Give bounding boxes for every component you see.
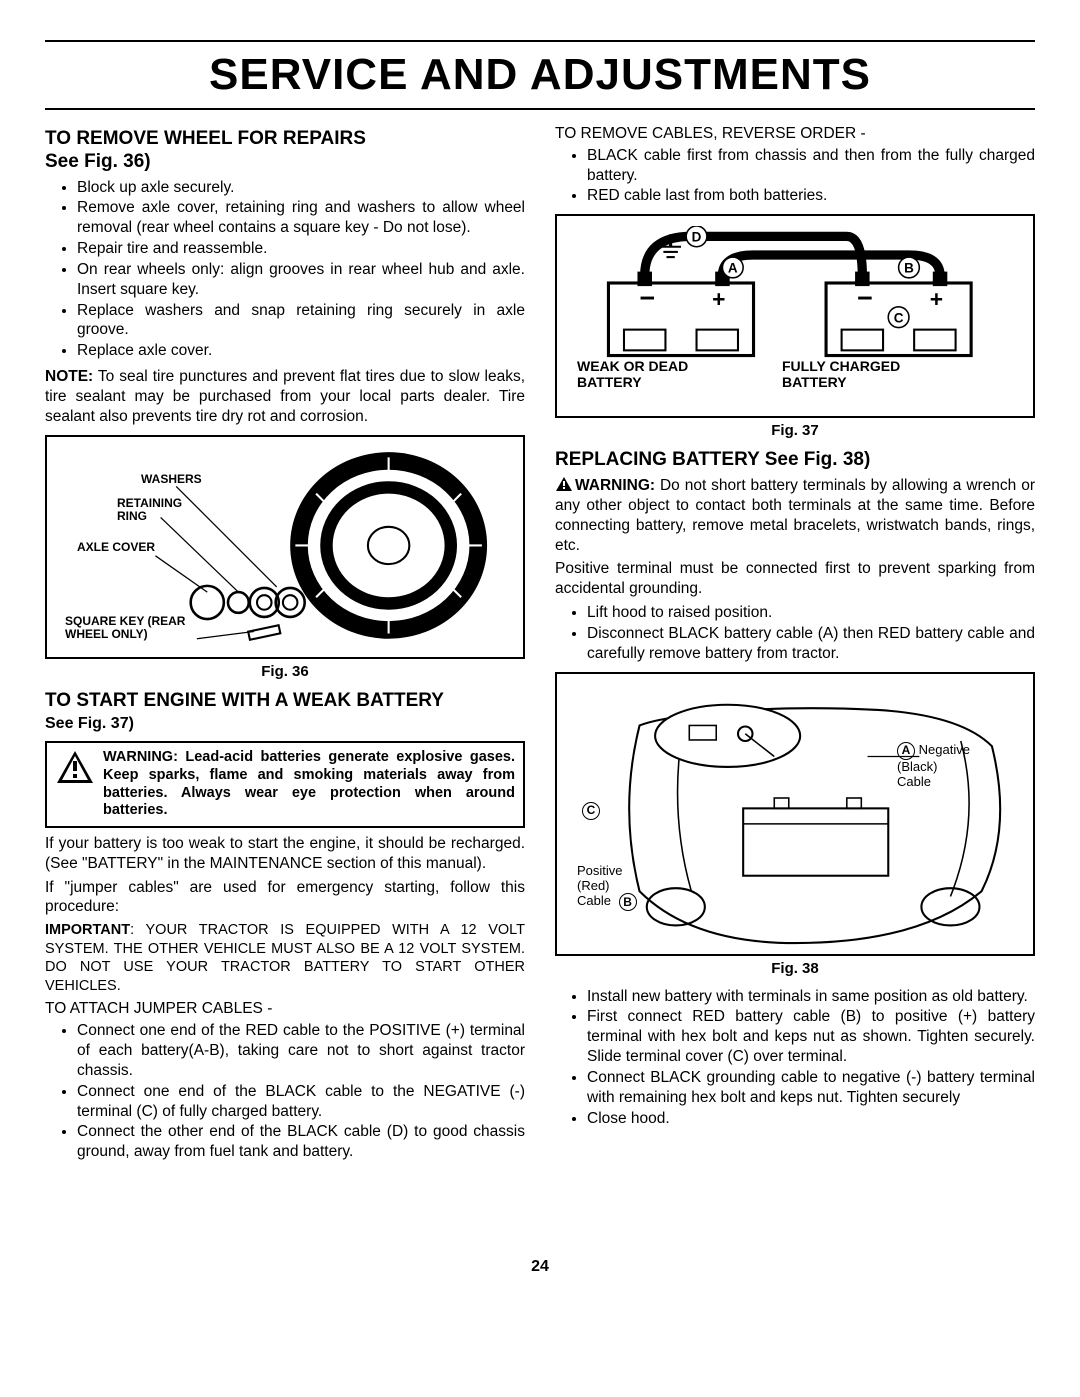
svg-text:+: + xyxy=(712,286,725,312)
fig38-pos-text: Positive (Red) Cable xyxy=(577,863,623,909)
page-number: 24 xyxy=(45,1258,1035,1276)
columns: TO REMOVE WHEEL FOR REPAIRS See Fig. 36)… xyxy=(45,124,1035,1168)
install-steps-list: Install new battery with terminals in sa… xyxy=(555,987,1035,1129)
remove-wheel-list: Block up axle securely. Remove axle cove… xyxy=(45,178,525,361)
list-item: First connect RED battery cable (B) to p… xyxy=(587,1007,1035,1066)
list-item: Lift hood to raised position. xyxy=(587,603,1035,623)
svg-text:C: C xyxy=(894,311,904,326)
remove-cables-heading: TO REMOVE CABLES, REVERSE ORDER - xyxy=(555,124,1035,144)
paragraph: If your battery is too weak to start the… xyxy=(45,834,525,874)
rule-bottom xyxy=(45,108,1035,110)
heading-remove-wheel: TO REMOVE WHEEL FOR REPAIRS See Fig. 36) xyxy=(45,128,525,174)
list-item: Connect BLACK grounding cable to negativ… xyxy=(587,1068,1035,1108)
page-title: SERVICE AND ADJUSTMENTS xyxy=(45,50,1035,100)
list-item: Disconnect BLACK battery cable (A) then … xyxy=(587,624,1035,664)
fig38-label-b: Positive (Red) Cable B xyxy=(577,864,637,912)
important-paragraph: IMPORTANT: YOUR TRACTOR IS EQUIPPED WITH… xyxy=(45,921,525,995)
figure-37-diagram: − + − + xyxy=(567,226,1023,406)
list-item: Remove axle cover, retaining ring and wa… xyxy=(77,198,525,238)
right-column: TO REMOVE CABLES, REVERSE ORDER - BLACK … xyxy=(555,124,1035,1168)
heading-start-engine: TO START ENGINE WITH A WEAK BATTERY See … xyxy=(45,690,525,736)
paragraph: If "jumper cables" are used for emergenc… xyxy=(45,878,525,918)
warning-triangle-icon xyxy=(55,749,95,785)
fig36-label-washers: WASHERS xyxy=(141,473,202,486)
list-item: Repair tire and reassemble. xyxy=(77,239,525,259)
list-item: Connect the other end of the BLACK cable… xyxy=(77,1122,525,1162)
warning-label: WARNING: xyxy=(575,477,655,494)
figure-38-caption: Fig. 38 xyxy=(555,960,1035,977)
svg-text:+: + xyxy=(930,286,943,312)
svg-text:D: D xyxy=(692,230,702,245)
heading-line-2: See Fig. 37) xyxy=(45,715,134,732)
note-paragraph: NOTE: To seal tire punctures and prevent… xyxy=(45,367,525,426)
figure-37-box: − + − + xyxy=(555,214,1035,418)
list-item: Replace washers and snap retaining ring … xyxy=(77,301,525,341)
warning-paragraph: WARNING: Do not short battery terminals … xyxy=(555,476,1035,555)
fig38-label-c: C xyxy=(582,802,600,820)
figure-36-diagram: WASHERS RETAINING RING AXLE COVER SQUARE… xyxy=(57,447,513,647)
fig37-label-weak: WEAK OR DEAD BATTERY xyxy=(577,358,688,390)
warning-text: WARNING: Lead-acid batteries generate ex… xyxy=(103,749,515,820)
figure-36-caption: Fig. 36 xyxy=(45,663,525,680)
replace-steps-list: Lift hood to raised position. Disconnect… xyxy=(555,603,1035,663)
warning-box: WARNING: Lead-acid batteries generate ex… xyxy=(45,741,525,828)
paragraph: Positive terminal must be connected firs… xyxy=(555,559,1035,599)
list-item: Block up axle securely. xyxy=(77,178,525,198)
figure-36-box: WASHERS RETAINING RING AXLE COVER SQUARE… xyxy=(45,435,525,659)
list-item: Replace axle cover. xyxy=(77,341,525,361)
list-item: Connect one end of the RED cable to the … xyxy=(77,1021,525,1080)
list-item: Connect one end of the BLACK cable to th… xyxy=(77,1082,525,1122)
circle-label-c: C xyxy=(582,802,600,820)
svg-text:−: − xyxy=(640,283,656,313)
list-item: On rear wheels only: align grooves in re… xyxy=(77,260,525,300)
list-item: BLACK cable first from chassis and then … xyxy=(587,146,1035,186)
figure-38-box: A Negative (Black) Cable C Positive (Red… xyxy=(555,672,1035,956)
list-item: RED cable last from both batteries. xyxy=(587,186,1035,206)
svg-text:B: B xyxy=(904,261,914,276)
warning-triangle-icon xyxy=(555,476,573,492)
left-column: TO REMOVE WHEEL FOR REPAIRS See Fig. 36)… xyxy=(45,124,525,1168)
fig36-label-retaining-ring: RETAINING RING xyxy=(117,497,182,523)
heading-replacing-battery: REPLACING BATTERY See Fig. 38) xyxy=(555,449,1035,472)
heading-line-2: See Fig. 36) xyxy=(45,151,151,172)
figure-37-caption: Fig. 37 xyxy=(555,422,1035,439)
list-item: Close hood. xyxy=(587,1109,1035,1129)
circle-label-b: B xyxy=(619,893,637,911)
important-label: IMPORTANT xyxy=(45,922,130,938)
figure-38-diagram: A Negative (Black) Cable C Positive (Red… xyxy=(567,684,1023,944)
figure-38-svg xyxy=(567,684,1023,953)
list-item: Install new battery with terminals in sa… xyxy=(587,987,1035,1007)
fig36-label-axle-cover: AXLE COVER xyxy=(77,541,155,554)
heading-line-1: TO START ENGINE WITH A WEAK BATTERY xyxy=(45,690,444,711)
svg-text:−: − xyxy=(857,283,873,313)
remove-cables-list: BLACK cable first from chassis and then … xyxy=(555,146,1035,206)
warning-label: WARNING xyxy=(103,749,173,765)
fig38-label-a: A Negative (Black) Cable xyxy=(897,742,970,790)
rule-top xyxy=(45,40,1035,42)
note-text: To seal tire punctures and prevent flat … xyxy=(45,368,525,425)
note-label: NOTE: xyxy=(45,368,93,385)
heading-line-1: TO REMOVE WHEEL FOR REPAIRS xyxy=(45,128,366,149)
attach-heading: TO ATTACH JUMPER CABLES - xyxy=(45,999,525,1019)
svg-text:A: A xyxy=(728,261,738,276)
circle-label-a: A xyxy=(897,742,915,760)
attach-list: Connect one end of the RED cable to the … xyxy=(45,1021,525,1162)
fig37-label-full: FULLY CHARGED BATTERY xyxy=(782,358,900,390)
fig36-label-square-key: SQUARE KEY (REAR WHEEL ONLY) xyxy=(65,615,185,641)
